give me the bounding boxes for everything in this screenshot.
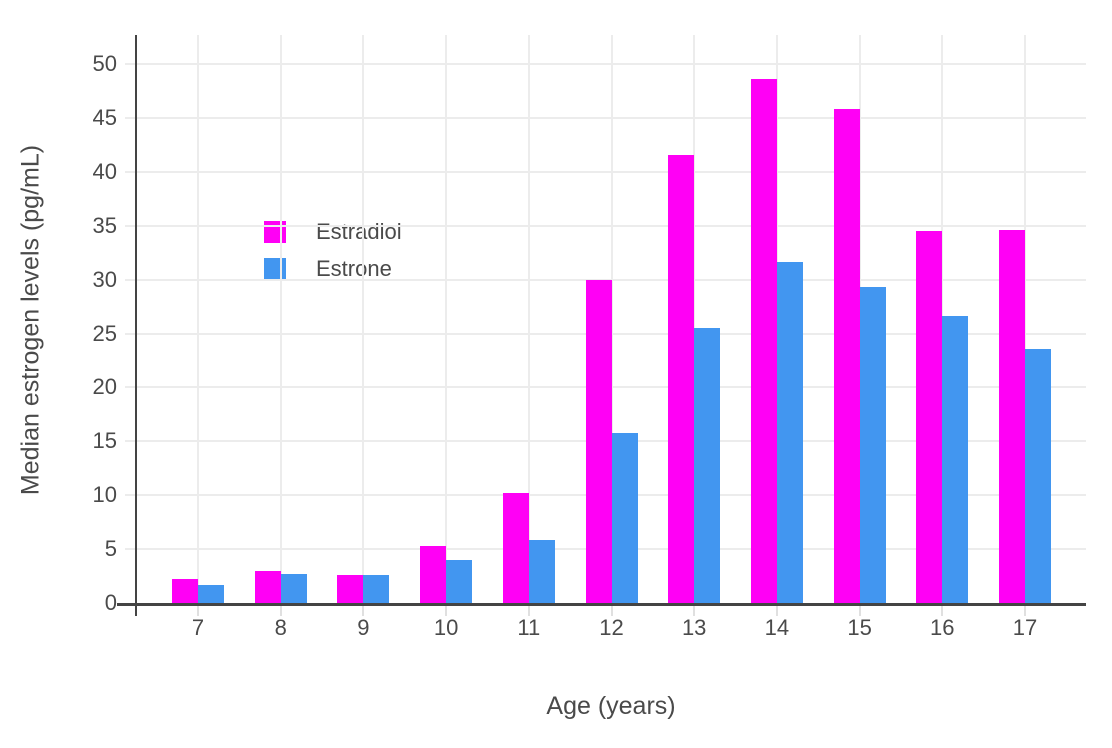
bar-estradiol-age-13 xyxy=(668,154,695,603)
bar-estrone-age-7 xyxy=(198,584,224,603)
gridline-y-50 xyxy=(125,63,1086,66)
gridline-x-13 xyxy=(693,35,696,603)
bar-estrone-age-8 xyxy=(280,573,307,603)
legend-label-estrone: Estrone xyxy=(316,255,392,281)
bar-estradiol-age-9 xyxy=(337,574,364,603)
gridline-x-9 xyxy=(362,35,365,603)
x-tick-mark-11 xyxy=(527,606,530,616)
bar-estradiol-age-10 xyxy=(420,545,447,603)
legend-item-estradiol[interactable]: Estradiol xyxy=(264,213,402,250)
gridline-x-11 xyxy=(527,35,530,603)
legend-label-estradiol: Estradiol xyxy=(316,218,402,244)
gridline-y-35 xyxy=(125,224,1086,227)
y-tick-label-20: 20 xyxy=(92,374,117,400)
y-zero-tick xyxy=(117,603,137,606)
x-tick-mark-16 xyxy=(941,606,944,616)
bar-estradiol-age-12 xyxy=(585,279,612,603)
y-axis-line xyxy=(135,35,137,616)
x-tick-mark-17 xyxy=(1024,606,1026,616)
bar-estrone-age-9 xyxy=(363,574,390,603)
bar-estradiol-age-11 xyxy=(502,493,529,603)
x-tick-mark-13 xyxy=(693,606,696,616)
y-tick-label-50: 50 xyxy=(92,51,117,77)
y-tick-label-25: 25 xyxy=(92,320,117,346)
bar-estrone-age-16 xyxy=(942,316,969,603)
y-tick-label-30: 30 xyxy=(92,266,117,292)
x-tick-mark-9 xyxy=(362,606,365,616)
gridline-y-45 xyxy=(125,116,1086,119)
x-tick-label-9: 9 xyxy=(357,615,370,640)
x-tick-label-16: 16 xyxy=(930,615,955,640)
bar-estradiol-age-14 xyxy=(750,79,777,603)
bar-estradiol-age-16 xyxy=(916,231,943,603)
y-tick-label-10: 10 xyxy=(92,482,117,508)
y-tick-label-35: 35 xyxy=(92,212,117,238)
x-tick-label-14: 14 xyxy=(764,615,790,640)
bar-estradiol-age-15 xyxy=(833,109,860,603)
x-tick-label-12: 12 xyxy=(599,615,624,640)
x-tick-label-7: 7 xyxy=(191,615,205,640)
y-tick-label-40: 40 xyxy=(92,158,117,184)
x-tick-label-17: 17 xyxy=(1012,615,1038,640)
gridline-x-8 xyxy=(279,35,282,603)
x-tick-label-11: 11 xyxy=(517,615,541,640)
bar-estradiol-age-7 xyxy=(172,579,198,603)
bar-estrone-age-17 xyxy=(1025,348,1051,603)
legend-swatch-estrone-icon xyxy=(264,257,286,280)
y-tick-label-45: 45 xyxy=(92,104,117,130)
x-tick-label-8: 8 xyxy=(274,615,287,640)
x-tick-mark-8 xyxy=(279,606,282,616)
gridline-y-40 xyxy=(125,170,1086,173)
gridline-x-7 xyxy=(197,35,199,603)
bar-estradiol-age-8 xyxy=(254,570,281,603)
gridline-x-12 xyxy=(610,35,613,603)
bar-estrone-age-11 xyxy=(528,540,555,603)
y-tick-label-15: 15 xyxy=(92,428,117,454)
x-tick-mark-12 xyxy=(610,606,613,616)
y-tick-label-5: 5 xyxy=(104,536,117,562)
bar-estradiol-age-17 xyxy=(999,230,1025,603)
x-tick-mark-15 xyxy=(858,606,861,616)
bar-estrone-age-15 xyxy=(859,287,886,603)
bar-estrone-age-10 xyxy=(446,559,473,603)
x-tick-label-13: 13 xyxy=(681,615,707,640)
y-tick-label-0: 0 xyxy=(104,590,117,615)
legend-item-estrone[interactable]: Estrone xyxy=(264,250,402,287)
x-tick-mark-7 xyxy=(197,606,199,616)
x-axis-title: Age (years) xyxy=(546,692,676,720)
x-tick-label-10: 10 xyxy=(433,615,459,640)
x-tick-label-15: 15 xyxy=(847,615,872,640)
bar-estrone-age-13 xyxy=(694,328,721,603)
bar-estrone-age-12 xyxy=(611,432,638,603)
gridline-x-17 xyxy=(1024,35,1026,603)
bar-estrone-age-14 xyxy=(776,262,803,603)
x-axis-line xyxy=(135,603,1086,606)
gridline-x-10 xyxy=(445,35,448,603)
x-tick-mark-14 xyxy=(775,606,778,616)
x-tick-mark-10 xyxy=(445,606,448,616)
